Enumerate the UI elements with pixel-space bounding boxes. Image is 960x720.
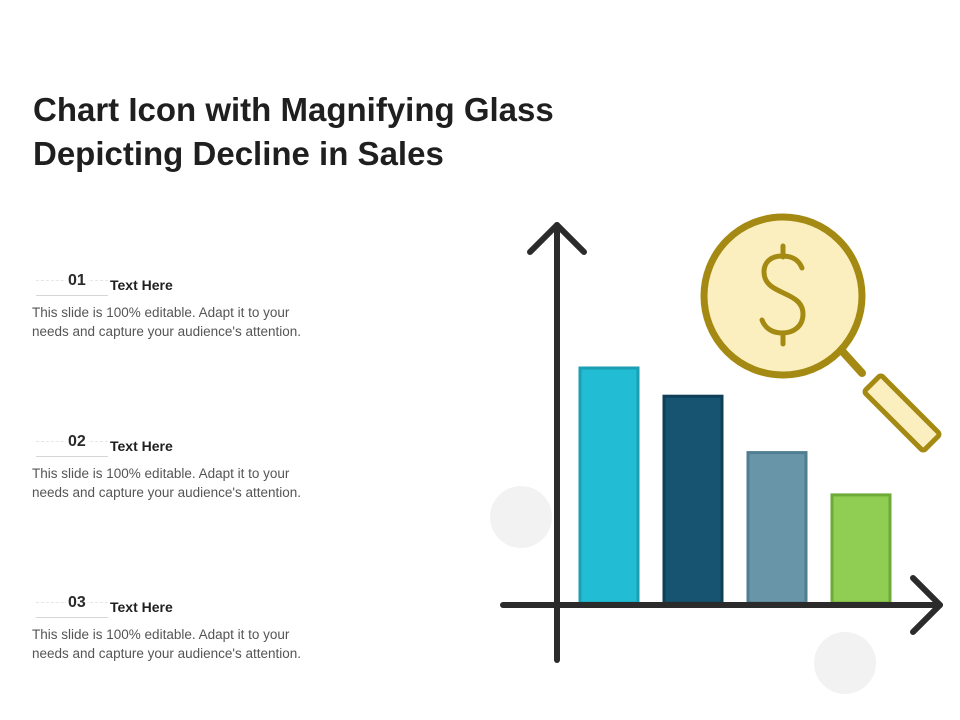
description-line-2: needs and capture your audience's attent… <box>32 485 302 500</box>
chart-bar-3 <box>746 451 808 605</box>
magnifying-glass-icon <box>700 213 942 453</box>
list-item-01: 01 Text Here This slide is 100% editable… <box>32 272 412 341</box>
item-title: Text Here <box>110 599 173 615</box>
item-header: 01 Text Here <box>32 272 412 299</box>
chart-bar-2 <box>662 394 724 605</box>
item-number: 01 <box>66 272 88 290</box>
description-line-1: This slide is 100% editable. Adapt it to… <box>32 305 290 320</box>
decorative-circle <box>490 486 552 548</box>
description-line-1: This slide is 100% editable. Adapt it to… <box>32 627 290 642</box>
number-box: 02 <box>36 433 108 457</box>
item-header: 02 Text Here <box>32 433 412 460</box>
chart-bar-1 <box>578 366 640 605</box>
description-line-1: This slide is 100% editable. Adapt it to… <box>32 466 290 481</box>
title-line-1: Chart Icon with Magnifying Glass <box>33 91 554 128</box>
item-description: This slide is 100% editable. Adapt it to… <box>32 464 412 502</box>
item-number: 02 <box>66 433 88 451</box>
list-item-02: 02 Text Here This slide is 100% editable… <box>32 433 412 502</box>
dollar-sign-icon <box>759 243 806 347</box>
x-axis-arrow-icon <box>910 575 943 635</box>
item-title: Text Here <box>110 277 173 293</box>
y-axis-arrow-icon <box>527 222 587 255</box>
description-line-2: needs and capture your audience's attent… <box>32 646 302 661</box>
number-box: 03 <box>36 594 108 618</box>
item-description: This slide is 100% editable. Adapt it to… <box>32 625 412 663</box>
item-number: 03 <box>66 594 88 612</box>
magnifier-lens <box>700 213 866 379</box>
list-item-03: 03 Text Here This slide is 100% editable… <box>32 594 412 663</box>
decorative-circle <box>814 632 876 694</box>
slide-title: Chart Icon with Magnifying Glass Depicti… <box>33 88 673 176</box>
item-description: This slide is 100% editable. Adapt it to… <box>32 303 412 341</box>
item-header: 03 Text Here <box>32 594 412 621</box>
item-title: Text Here <box>110 438 173 454</box>
description-line-2: needs and capture your audience's attent… <box>32 324 302 339</box>
bar-group <box>578 366 892 605</box>
title-line-2: Depicting Decline in Sales <box>33 135 444 172</box>
chart-axes <box>500 222 943 663</box>
number-box: 01 <box>36 272 108 296</box>
magnifier-handle <box>862 373 942 453</box>
chart-bar-4 <box>830 493 892 605</box>
magnifier-neck <box>839 348 866 377</box>
